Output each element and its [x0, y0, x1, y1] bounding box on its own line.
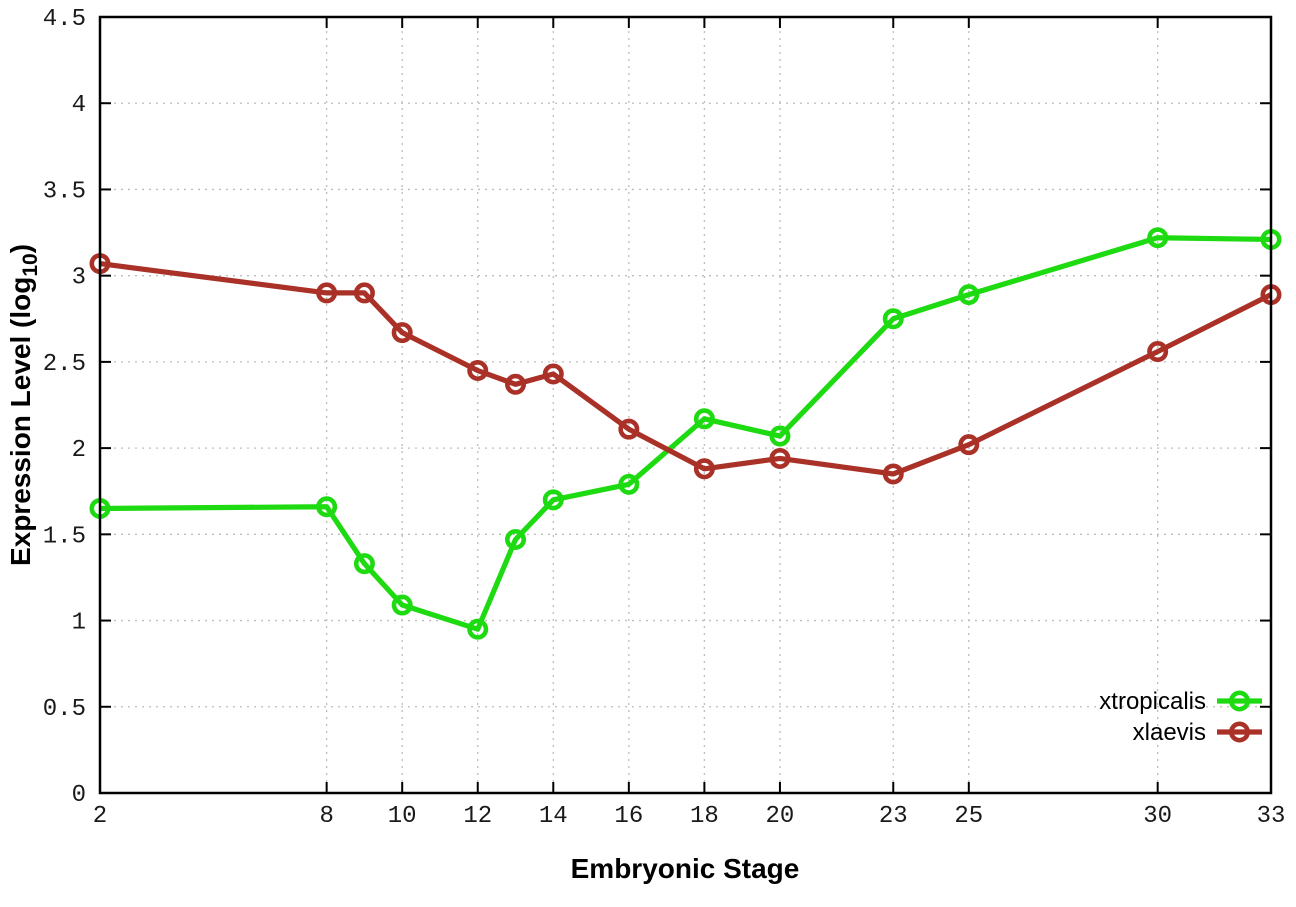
x-axis-title: Embryonic Stage: [571, 853, 800, 884]
data-point-xtropicalis-12: [467, 618, 489, 640]
legend: xtropicalis xlaevis: [1099, 688, 1262, 746]
data-point-xtropicalis-30: [1147, 227, 1169, 249]
data-point-xlaevis-13: [505, 373, 527, 395]
legend-sample-marker-xlaevis: [1229, 721, 1251, 743]
y-axis-title-main: Expression Level (log: [5, 277, 36, 566]
data-point-xlaevis-12: [467, 360, 489, 382]
x-tick-label-33: 33: [1257, 803, 1286, 830]
y-tick-label-1.5: 1.5: [43, 523, 86, 550]
data-point-xlaevis-30: [1147, 341, 1169, 363]
x-tick-label-12: 12: [463, 803, 492, 830]
y-tick-label-0: 0: [72, 782, 86, 809]
legend-sample-marker-xtropicalis: [1229, 690, 1251, 712]
series-layer: [89, 227, 1282, 640]
y-tick-label-2.5: 2.5: [43, 351, 86, 378]
x-tick-label-18: 18: [690, 803, 719, 830]
y-tick-label-3.5: 3.5: [43, 178, 86, 205]
x-tick-label-16: 16: [614, 803, 643, 830]
data-point-xlaevis-16: [618, 418, 640, 440]
y-tick-label-0.5: 0.5: [43, 696, 86, 723]
data-point-xtropicalis-13: [505, 529, 527, 551]
data-point-xlaevis-18: [693, 458, 715, 480]
data-point-xtropicalis-16: [618, 473, 640, 495]
y-axis-title-close: ): [5, 244, 36, 253]
data-point-xlaevis-20: [769, 447, 791, 469]
tick-layer: [99, 16, 1272, 794]
x-tick-label-10: 10: [388, 803, 417, 830]
legend-label-xlaevis: xlaevis: [1133, 719, 1206, 746]
x-tick-label-30: 30: [1143, 803, 1172, 830]
data-point-xtropicalis-14: [542, 489, 564, 511]
series-xtropicalis: [89, 227, 1282, 640]
data-point-xtropicalis-9: [353, 553, 375, 575]
grid-layer: [100, 17, 1271, 793]
y-tick-label-4.5: 4.5: [43, 6, 86, 33]
data-point-xtropicalis-23: [882, 308, 904, 330]
y-tick-label-1: 1: [72, 610, 86, 637]
y-tick-label-3: 3: [72, 265, 86, 292]
data-point-xlaevis-9: [353, 282, 375, 304]
data-point-xlaevis-8: [316, 282, 338, 304]
y-axis-title-subscript: 10: [19, 253, 42, 276]
y-axis-title: Expression Level (log10): [5, 244, 42, 566]
data-point-xtropicalis-25: [958, 284, 980, 306]
y-tick-label-4: 4: [72, 92, 86, 119]
tick-label-layer: 2 8 10 12 14 16 18 20 23 25 30 33 0 0.5 1 1.5 2 2.5 3 3.5 4 4…: [43, 6, 1286, 830]
data-point-xtropicalis-20: [769, 425, 791, 447]
legend-label-xtropicalis: xtropicalis: [1099, 688, 1206, 715]
data-point-xtropicalis-10: [391, 594, 413, 616]
plot-border: [98, 15, 1273, 795]
data-point-xtropicalis-18: [693, 408, 715, 430]
data-point-xtropicalis-8: [316, 496, 338, 518]
data-point-xlaevis-23: [882, 463, 904, 485]
x-tick-label-14: 14: [539, 803, 568, 830]
y-tick-label-2: 2: [72, 437, 86, 464]
series-line-xlaevis: [99, 261, 1273, 477]
x-tick-label-25: 25: [954, 803, 983, 830]
data-point-xlaevis-25: [958, 434, 980, 456]
data-point-xlaevis-10: [391, 322, 413, 344]
series-line-xtropicalis: [99, 235, 1272, 632]
legend-samples: [1217, 690, 1262, 743]
data-point-xlaevis-14: [542, 363, 564, 385]
x-tick-label-2: 2: [93, 803, 107, 830]
x-tick-label-23: 23: [879, 803, 908, 830]
x-tick-label-20: 20: [766, 803, 795, 830]
x-tick-label-8: 8: [319, 803, 333, 830]
